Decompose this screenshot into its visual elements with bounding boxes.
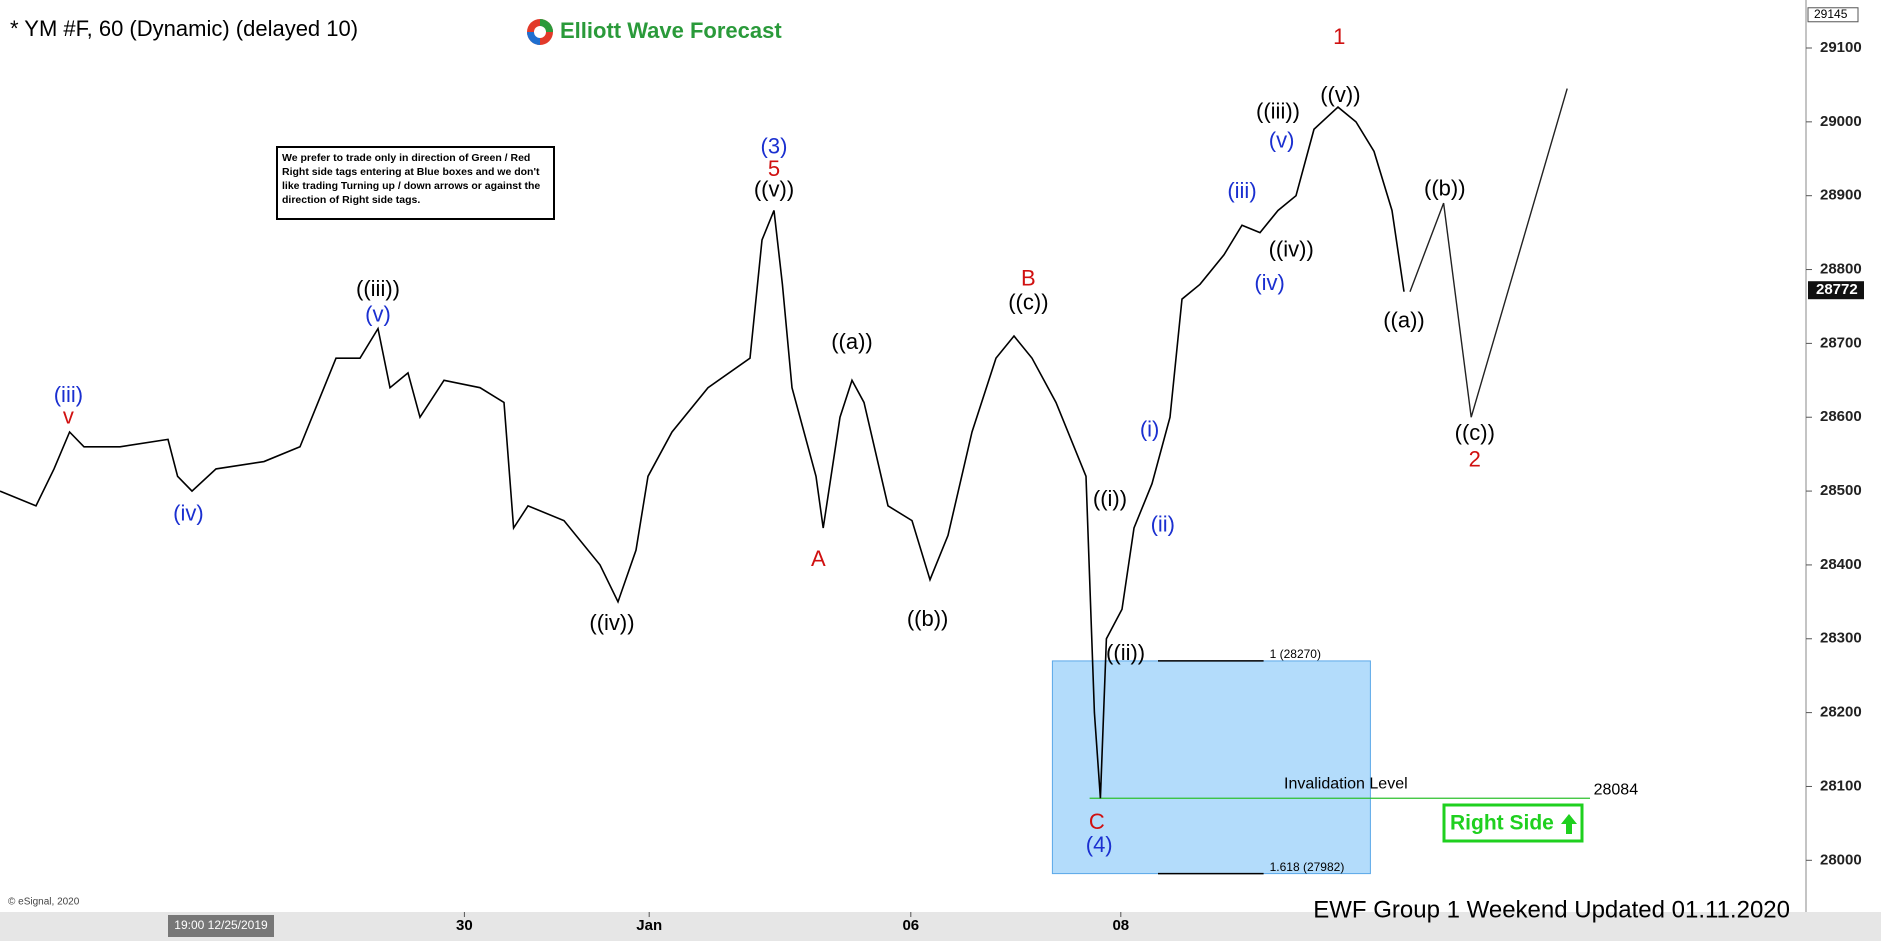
wave-label: 1 — [1333, 24, 1345, 49]
footer: EWF Group 1 Weekend Updated 01.11.2020 — [1313, 896, 1790, 923]
wave-label: 5 — [768, 156, 780, 181]
wave-label: (v) — [365, 301, 391, 326]
right-side-tag — [1442, 803, 1584, 843]
copyright: © eSignal, 2020 — [8, 897, 80, 908]
x-tick-label: 06 — [902, 917, 919, 934]
y-tick-label: 28900 — [1820, 187, 1862, 204]
date-box — [168, 915, 274, 937]
wave-label: v — [63, 403, 74, 428]
y-tick-label: 28100 — [1820, 777, 1862, 794]
wave-label: ((b)) — [1424, 175, 1466, 200]
y-tick-label: 28600 — [1820, 408, 1862, 425]
date-box-label: 19:00 12/25/2019 — [174, 918, 268, 932]
wave-label: ((a)) — [831, 329, 873, 354]
note-box: We prefer to trade only in direction of … — [276, 146, 555, 220]
wave-label: ((v)) — [1320, 82, 1360, 107]
y-tick-label: 29000 — [1820, 113, 1862, 130]
x-tick-label: 30 — [456, 917, 473, 934]
last-price-label: 28772 — [1816, 281, 1858, 298]
invalidation-value: 28084 — [1594, 781, 1639, 798]
wave-label: ((iv)) — [589, 610, 634, 635]
wave-label: (3) — [761, 133, 788, 158]
projection-line — [1409, 88, 1568, 418]
y-tick-label: 28500 — [1820, 482, 1862, 499]
invalidation-label: Invalidation Level — [1284, 775, 1408, 792]
wave-label: ((a)) — [1383, 307, 1425, 332]
x-tick-label: 08 — [1112, 917, 1129, 934]
wave-label: ((b)) — [907, 606, 949, 631]
wave-label: (i) — [1140, 417, 1160, 442]
y-tick-label: 28400 — [1820, 556, 1862, 573]
top-price-label: 29145 — [1814, 7, 1848, 21]
wave-label: ((ii)) — [1106, 640, 1145, 665]
wave-label: (iv) — [1254, 270, 1285, 295]
last-price-tag — [1808, 281, 1864, 300]
y-tick-label: 28800 — [1820, 261, 1862, 278]
wave-label: ((v)) — [754, 177, 794, 202]
y-tick-label: 28000 — [1820, 851, 1862, 868]
wave-label: (ii) — [1151, 511, 1175, 536]
y-tick-label: 28200 — [1820, 704, 1862, 721]
x-tick-label: Jan — [636, 917, 662, 934]
wave-label: A — [811, 546, 826, 571]
wave-label: (iv) — [173, 501, 204, 526]
wave-label: ((c)) — [1455, 420, 1495, 445]
wave-label: (iii) — [54, 382, 83, 407]
wave-label: (v) — [1269, 127, 1295, 152]
wave-label: (iii) — [1227, 178, 1256, 203]
brand-name: Elliott Wave Forecast — [560, 18, 782, 43]
chart-title: * YM #F, 60 (Dynamic) (delayed 10) — [10, 16, 358, 41]
wave-label: (4) — [1086, 832, 1113, 857]
brand-logo — [527, 19, 553, 45]
wave-label: ((iii)) — [356, 276, 400, 301]
price-line — [0, 106, 1405, 799]
wave-label: ((iv)) — [1269, 237, 1314, 262]
time-axis-strip — [0, 912, 1881, 941]
wave-label: ((c)) — [1008, 289, 1048, 314]
wave-label: ((i)) — [1093, 486, 1127, 511]
wave-label: ((iii)) — [1256, 99, 1300, 124]
y-tick-label: 28300 — [1820, 630, 1862, 647]
wave-label: C — [1089, 809, 1105, 834]
fib-level-label: 1.618 (27982) — [1270, 860, 1345, 874]
right-side-label: Right Side — [1450, 812, 1554, 835]
y-tick-label: 29100 — [1820, 39, 1862, 56]
right-side-arrow — [1561, 814, 1577, 834]
top-price-tag — [1807, 7, 1859, 23]
fib-level-label: 1 (28270) — [1270, 647, 1321, 661]
wave-label: 2 — [1469, 447, 1481, 472]
y-tick-label: 28700 — [1820, 334, 1862, 351]
wave-label: B — [1021, 265, 1036, 290]
